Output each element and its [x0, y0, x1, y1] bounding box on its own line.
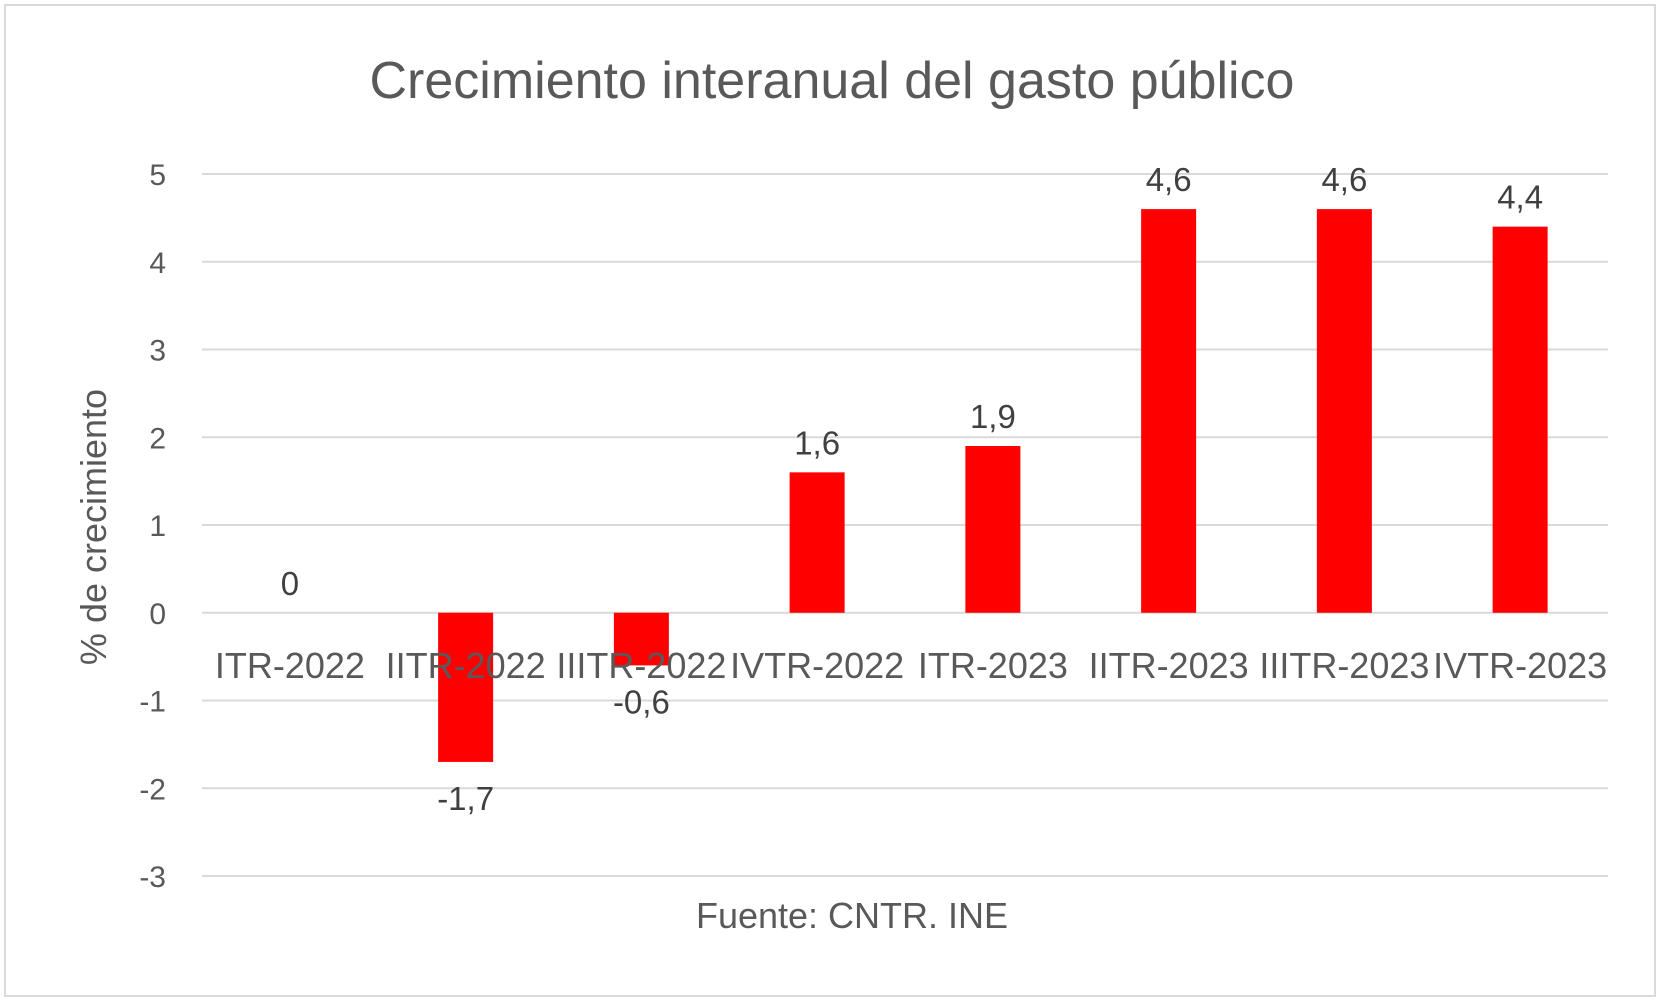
- x-category-label: IIITR-2023: [1259, 645, 1429, 686]
- x-category-label: IVTR-2023: [1433, 645, 1607, 686]
- y-tick-label: 5: [149, 159, 166, 192]
- data-label: 4,4: [1497, 179, 1543, 216]
- data-label: -1,7: [437, 780, 494, 817]
- y-tick-label: 4: [149, 247, 166, 280]
- y-tick-label: 1: [149, 510, 166, 543]
- x-axis-title: Fuente: CNTR. INE: [696, 895, 1008, 936]
- x-axis-categories: ITR-2022 IITR-2022 IIITR-2022 IVTR-2022 ITR-…: [215, 645, 1607, 686]
- bars: [438, 209, 1548, 762]
- y-tick-label: -3: [139, 861, 166, 894]
- bar: [965, 446, 1021, 613]
- data-label: 1,9: [970, 398, 1016, 435]
- data-labels: 0 -1,7 -0,6 1,6 1,9 4,6 4,6 4,4: [281, 161, 1543, 817]
- data-label: 0: [281, 565, 299, 602]
- y-tick-label: -1: [139, 686, 166, 719]
- x-category-label: IIITR-2022: [556, 645, 726, 686]
- data-label: 4,6: [1321, 161, 1367, 198]
- x-category-label: IVTR-2022: [730, 645, 904, 686]
- data-label: 4,6: [1146, 161, 1192, 198]
- data-label: -0,6: [613, 683, 670, 720]
- y-tick-label: 0: [149, 598, 166, 631]
- chart-title: Crecimiento interanual del gasto público: [370, 52, 1295, 110]
- y-axis-title: % de crecimiento: [73, 389, 114, 665]
- bar: [1492, 226, 1548, 613]
- x-category-label: ITR-2023: [918, 645, 1068, 686]
- y-axis-ticks: 5 4 3 2 1 0 -1 -2 -3: [139, 159, 166, 894]
- x-category-label: IITR-2023: [1089, 645, 1249, 686]
- bar: [1316, 209, 1372, 613]
- y-tick-label: 2: [149, 422, 166, 455]
- y-tick-label: 3: [149, 335, 166, 368]
- x-category-label: ITR-2022: [215, 645, 365, 686]
- bar: [438, 612, 494, 762]
- grid-lines: [202, 173, 1608, 877]
- y-tick-label: -2: [139, 773, 166, 806]
- bar: [613, 612, 669, 666]
- x-category-label: IITR-2022: [386, 645, 546, 686]
- bar: [1141, 209, 1197, 613]
- data-label: 1,6: [794, 424, 840, 461]
- bar: [789, 472, 845, 613]
